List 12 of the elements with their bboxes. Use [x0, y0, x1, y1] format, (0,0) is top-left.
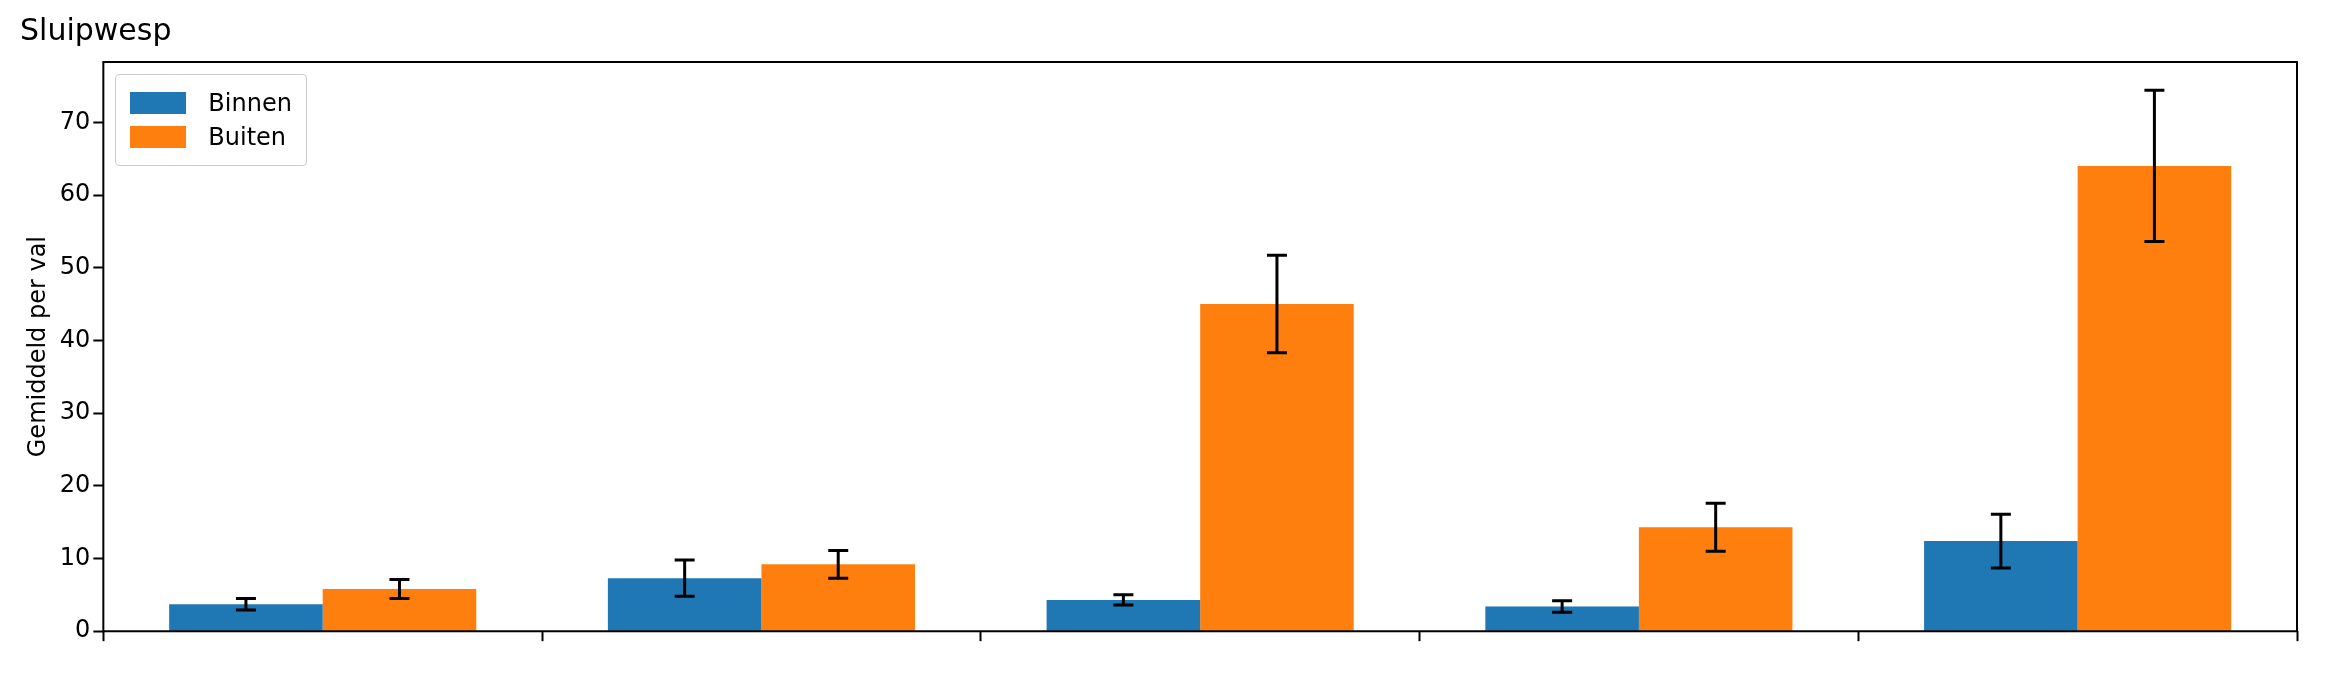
y-tick-label: 60	[59, 179, 91, 208]
y-tick-label: 10	[59, 542, 91, 571]
y-tick-label: 50	[59, 251, 91, 280]
y-tick-label: 30	[59, 397, 91, 426]
y-tick-label: 40	[59, 324, 91, 353]
y-tick-label: 0	[75, 615, 91, 644]
legend-label: Buiten	[208, 123, 287, 151]
y-axis-title: Gemiddeld per val	[22, 235, 51, 458]
legend-label: Binnen	[208, 89, 292, 117]
y-tick-label: 70	[59, 106, 91, 135]
y-tick-label: 20	[59, 470, 91, 499]
chart-title: Sluipwesp	[20, 11, 172, 47]
